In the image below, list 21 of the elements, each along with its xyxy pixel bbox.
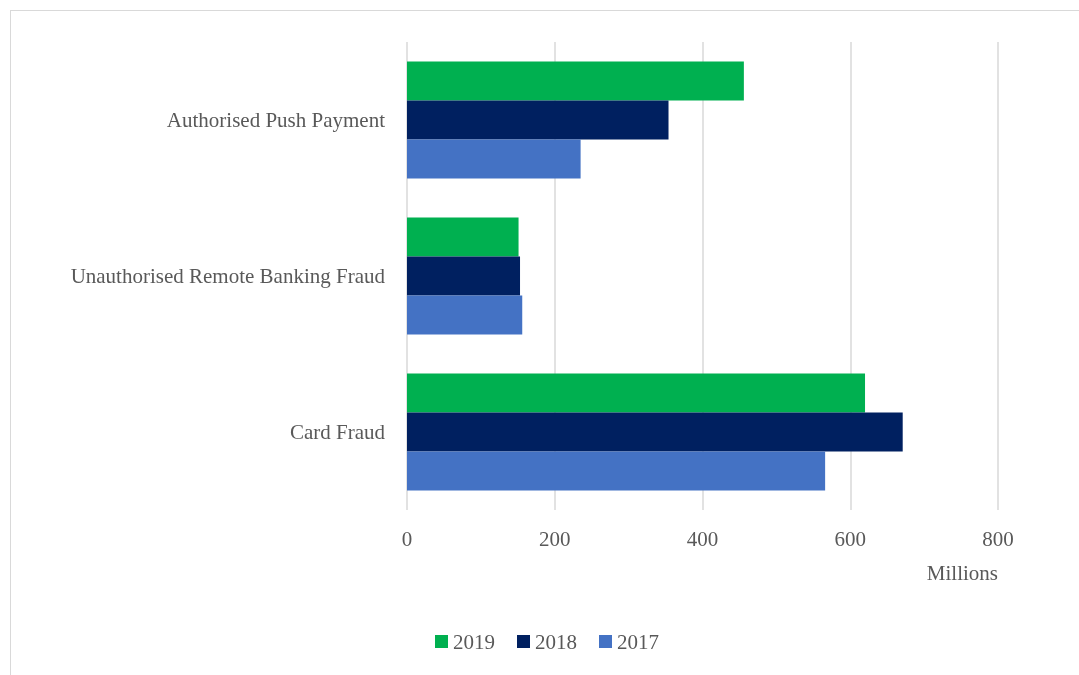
bar <box>407 451 826 491</box>
x-tick-label: 0 <box>401 526 413 551</box>
y-tick-label: Authorised Push Payment <box>166 108 386 132</box>
x-axis-title: Millions <box>926 560 998 585</box>
bar <box>407 373 866 413</box>
legend-label: 2017 <box>617 629 659 654</box>
x-tick-label: 200 <box>539 526 571 551</box>
x-tick-label: 600 <box>834 526 866 551</box>
bar <box>407 139 581 179</box>
legend-label: 2019 <box>453 629 495 654</box>
y-tick-label: Card Fraud <box>289 420 386 444</box>
x-tick-label: 400 <box>686 526 719 551</box>
bar <box>407 100 669 140</box>
bar <box>407 295 523 335</box>
legend-label: 2018 <box>535 629 577 654</box>
x-tick-label: 800 <box>982 526 1014 551</box>
y-tick-label: Unauthorised Remote Banking Fraud <box>70 264 386 288</box>
bar <box>407 217 519 257</box>
bar <box>407 256 521 296</box>
bar <box>407 412 903 452</box>
bar <box>407 61 744 101</box>
